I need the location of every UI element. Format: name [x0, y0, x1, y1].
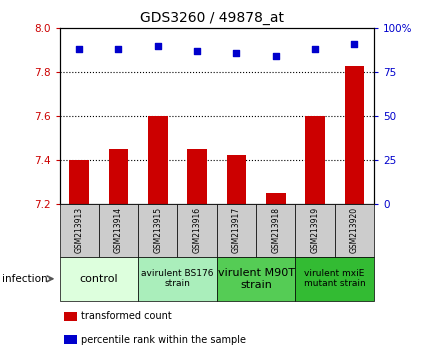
Bar	[148, 116, 167, 204]
Point	[233, 50, 240, 56]
Bar	[295, 257, 374, 301]
Text: virulent M90T
strain: virulent M90T strain	[218, 268, 295, 290]
Bar	[60, 204, 99, 257]
Bar	[227, 155, 246, 204]
Bar	[305, 116, 325, 204]
Text: control: control	[79, 274, 118, 284]
Bar	[217, 257, 295, 301]
Text: GSM213920: GSM213920	[350, 207, 359, 253]
Text: percentile rank within the sample: percentile rank within the sample	[81, 335, 246, 345]
Text: GSM213914: GSM213914	[114, 207, 123, 253]
Bar	[256, 204, 295, 257]
Bar	[335, 204, 374, 257]
Text: avirulent BS176
strain: avirulent BS176 strain	[141, 269, 214, 289]
Text: GSM213918: GSM213918	[271, 207, 280, 253]
Text: GSM213919: GSM213919	[311, 207, 320, 253]
Text: GSM213916: GSM213916	[193, 207, 201, 253]
Text: GSM213915: GSM213915	[153, 207, 162, 253]
Text: GDS3260 / 49878_at: GDS3260 / 49878_at	[141, 11, 284, 25]
Bar	[109, 149, 128, 204]
Point	[272, 53, 279, 59]
Text: GSM213917: GSM213917	[232, 207, 241, 253]
Bar	[217, 204, 256, 257]
Bar	[99, 204, 138, 257]
Bar	[64, 312, 76, 321]
Bar	[178, 204, 217, 257]
Text: virulent mxiE
mutant strain: virulent mxiE mutant strain	[304, 269, 366, 289]
Bar	[345, 65, 364, 204]
Bar	[187, 149, 207, 204]
Text: infection: infection	[2, 274, 48, 284]
Point	[154, 43, 161, 48]
Bar	[138, 204, 178, 257]
Bar	[266, 193, 286, 204]
Point	[76, 46, 82, 52]
Bar	[60, 257, 138, 301]
Bar	[69, 160, 89, 204]
Text: transformed count: transformed count	[81, 311, 172, 321]
Bar	[64, 335, 76, 344]
Point	[115, 46, 122, 52]
Point	[351, 41, 358, 47]
Bar	[295, 204, 335, 257]
Point	[194, 48, 201, 54]
Text: GSM213913: GSM213913	[75, 207, 84, 253]
Bar	[138, 257, 217, 301]
Point	[312, 46, 318, 52]
